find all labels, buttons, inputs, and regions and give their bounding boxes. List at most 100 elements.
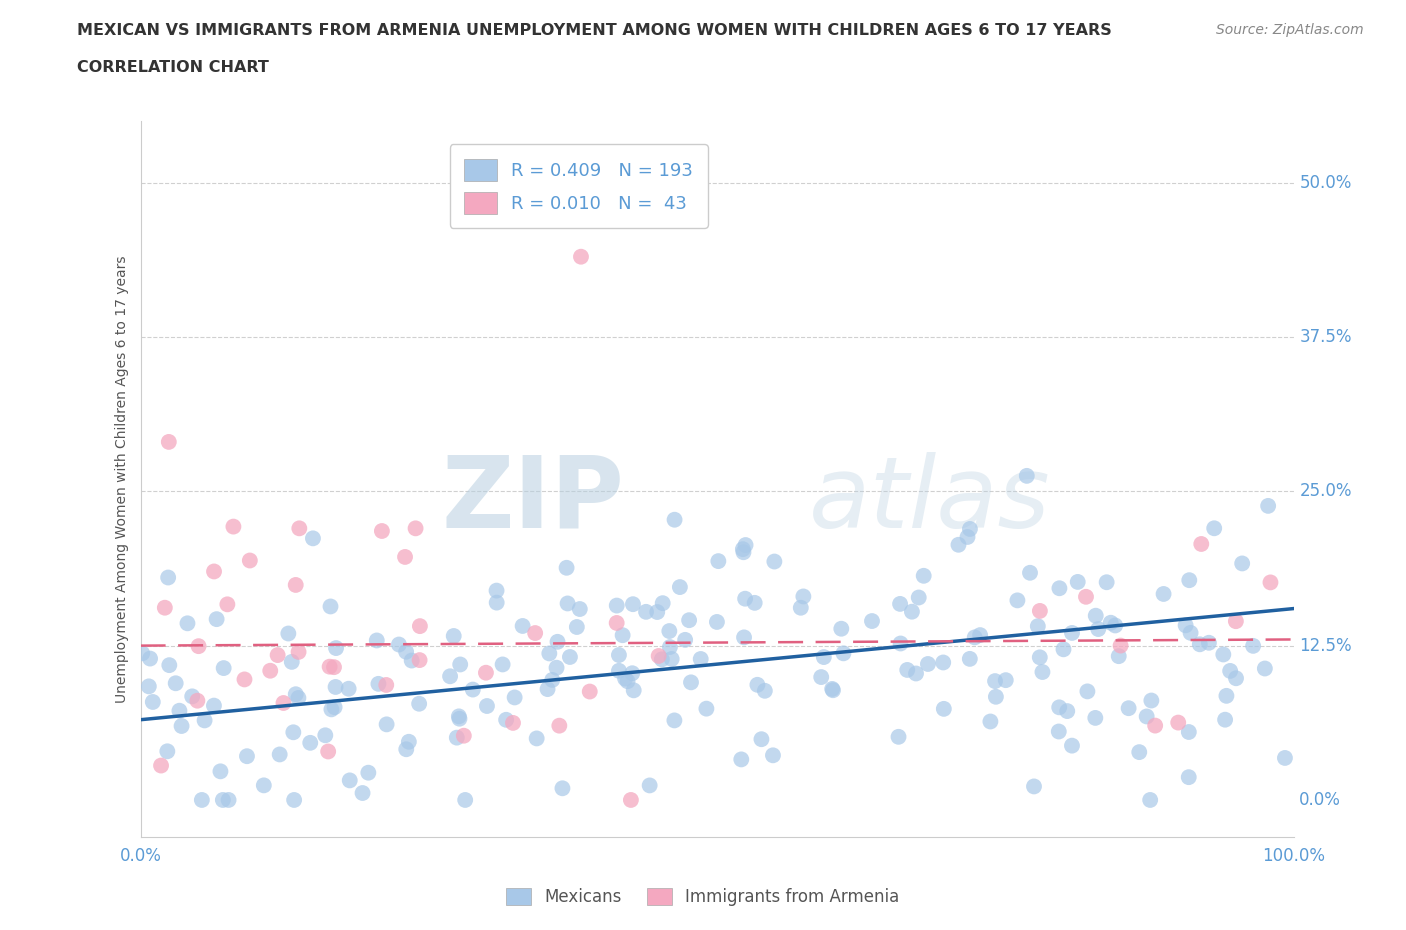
Point xyxy=(664,713,686,728)
Point xyxy=(1178,724,1201,739)
Point xyxy=(405,521,427,536)
Point xyxy=(730,752,752,767)
Point xyxy=(565,619,588,634)
Point xyxy=(917,657,939,671)
Point xyxy=(569,249,592,264)
Point xyxy=(751,732,773,747)
Text: 25.0%: 25.0% xyxy=(1299,483,1351,500)
Point xyxy=(371,524,394,538)
Point xyxy=(1225,614,1247,629)
Point xyxy=(1060,626,1083,641)
Point xyxy=(1180,625,1202,640)
Point xyxy=(1136,709,1159,724)
Legend: Mexicans, Immigrants from Armenia: Mexicans, Immigrants from Armenia xyxy=(499,881,907,912)
Point xyxy=(202,564,225,578)
Point xyxy=(889,596,911,611)
Point xyxy=(645,604,668,619)
Point xyxy=(887,729,910,744)
Point xyxy=(409,618,432,633)
Point xyxy=(1052,642,1074,657)
Point xyxy=(792,589,814,604)
Point xyxy=(1254,661,1277,676)
Point xyxy=(896,662,918,677)
Point xyxy=(157,658,180,672)
Point xyxy=(446,730,468,745)
Point xyxy=(314,728,336,743)
Point xyxy=(754,684,776,698)
Point xyxy=(176,616,198,631)
Point xyxy=(395,644,418,659)
Point xyxy=(150,758,173,773)
Point xyxy=(1178,573,1201,588)
Point xyxy=(239,553,262,568)
Point xyxy=(277,626,299,641)
Point xyxy=(1241,638,1264,653)
Text: 50.0%: 50.0% xyxy=(1299,174,1351,192)
Point xyxy=(236,749,259,764)
Legend: R = 0.409   N = 193, R = 0.010   N =  43: R = 0.409 N = 193, R = 0.010 N = 43 xyxy=(450,144,707,228)
Point xyxy=(287,644,309,659)
Point xyxy=(169,703,191,718)
Point xyxy=(647,648,669,663)
Point xyxy=(1189,537,1212,551)
Point xyxy=(202,698,225,713)
Point xyxy=(165,676,187,691)
Point xyxy=(1007,593,1029,608)
Point xyxy=(1015,469,1038,484)
Text: 0.0%: 0.0% xyxy=(1299,790,1341,809)
Point xyxy=(932,655,955,670)
Text: 37.5%: 37.5% xyxy=(1299,328,1351,346)
Point xyxy=(638,778,661,793)
Point xyxy=(1019,565,1042,580)
Point xyxy=(956,529,979,544)
Point xyxy=(449,657,471,671)
Point xyxy=(547,634,569,649)
Point xyxy=(568,602,591,617)
Point xyxy=(994,672,1017,687)
Point xyxy=(302,531,325,546)
Point xyxy=(131,645,153,660)
Point xyxy=(253,777,276,792)
Point xyxy=(1029,650,1052,665)
Point xyxy=(1104,618,1126,633)
Point xyxy=(222,519,245,534)
Point xyxy=(959,522,981,537)
Point xyxy=(259,663,281,678)
Y-axis label: Unemployment Among Women with Children Ages 6 to 17 years: Unemployment Among Women with Children A… xyxy=(115,255,129,703)
Point xyxy=(555,561,578,576)
Point xyxy=(142,695,165,710)
Point xyxy=(153,600,176,615)
Point xyxy=(170,719,193,734)
Point xyxy=(283,724,305,739)
Point xyxy=(1084,711,1107,725)
Point xyxy=(734,591,756,606)
Point xyxy=(1212,647,1234,662)
Point xyxy=(323,659,346,674)
Point xyxy=(678,613,700,628)
Point xyxy=(1047,724,1070,739)
Text: atlas: atlas xyxy=(810,452,1050,549)
Point xyxy=(707,553,730,568)
Point xyxy=(1074,590,1097,604)
Point xyxy=(669,579,692,594)
Point xyxy=(194,713,217,728)
Point xyxy=(1153,587,1175,602)
Point xyxy=(439,669,461,684)
Point xyxy=(375,717,398,732)
Point xyxy=(443,629,465,644)
Point xyxy=(1257,498,1279,513)
Point xyxy=(1049,581,1071,596)
Point xyxy=(832,646,855,661)
Point xyxy=(557,596,579,611)
Point xyxy=(578,684,600,699)
Point xyxy=(810,670,832,684)
Point xyxy=(658,640,681,655)
Point xyxy=(1177,770,1199,785)
Point xyxy=(538,646,561,661)
Point xyxy=(620,792,643,807)
Point xyxy=(503,690,526,705)
Point xyxy=(912,568,935,583)
Text: MEXICAN VS IMMIGRANTS FROM ARMENIA UNEMPLOYMENT AMONG WOMEN WITH CHILDREN AGES 6: MEXICAN VS IMMIGRANTS FROM ARMENIA UNEMP… xyxy=(77,23,1112,38)
Point xyxy=(548,718,571,733)
Point xyxy=(1144,718,1167,733)
